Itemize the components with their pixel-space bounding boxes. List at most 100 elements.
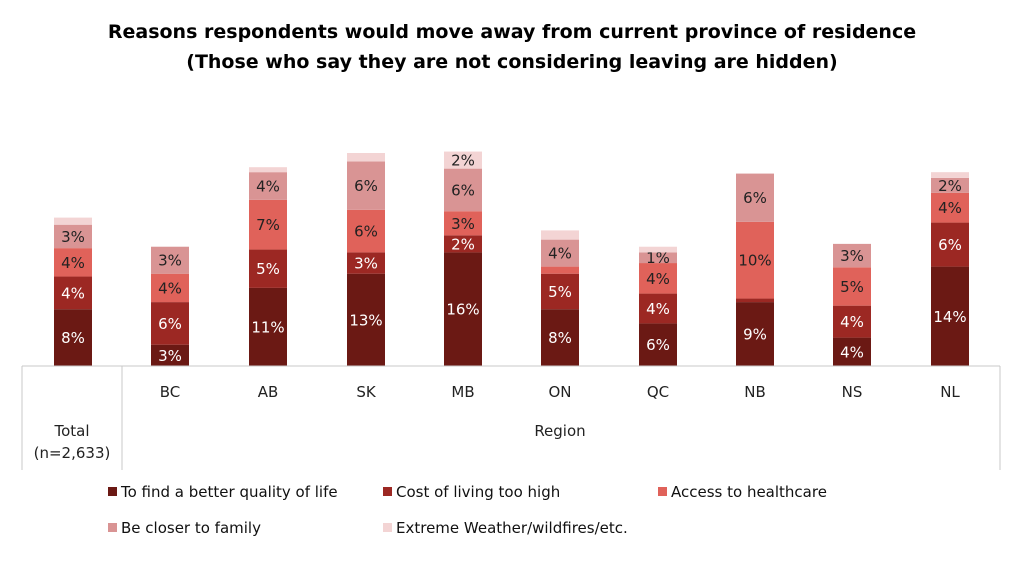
bar-stack-nl: 14% 6% 4% 2% xyxy=(931,172,969,366)
bar-segment xyxy=(541,266,579,274)
bar-segment xyxy=(347,209,385,253)
bar-segment xyxy=(249,167,287,173)
bar-segment xyxy=(639,323,677,366)
bar-stack-qc: 6% 4% 4% 1% xyxy=(639,246,677,366)
data-label: 3% xyxy=(61,228,85,246)
legend-label: Be closer to family xyxy=(121,519,261,537)
legend-label: Access to healthcare xyxy=(671,483,827,501)
data-label: 14% xyxy=(933,308,966,326)
tick-label: SK xyxy=(356,383,377,401)
bar-segment xyxy=(54,248,92,277)
bar-segment xyxy=(54,309,92,366)
bar-segment xyxy=(541,230,579,240)
bar-segment xyxy=(931,172,969,178)
legend-item: To find a better quality of life xyxy=(108,483,338,501)
data-label: 13% xyxy=(349,311,382,329)
data-label: 4% xyxy=(61,284,85,302)
legend-item: Extreme Weather/wildfires/etc. xyxy=(383,519,628,537)
bars: 8% 4% 4% 3% 3% 6% 4% 3% 11% 5% 7% 4% 13% 3% 6% 6% 16% 2% 3… xyxy=(54,151,969,366)
bar-segment xyxy=(151,302,189,345)
legend-swatch xyxy=(658,487,667,496)
data-label: 9% xyxy=(743,326,767,344)
data-label: 4% xyxy=(548,245,572,263)
bar-stack-nb: 9% 10% 6% xyxy=(736,173,774,366)
data-label: 6% xyxy=(938,236,962,254)
data-label: 3% xyxy=(354,255,378,273)
legend-swatch xyxy=(383,487,392,496)
bar-stack-bc: 3% 6% 4% 3% xyxy=(151,246,189,366)
legend-swatch xyxy=(383,523,392,532)
total-label: Total xyxy=(53,422,89,440)
bar-segment xyxy=(736,173,774,222)
bar-stack-mb: 16% 2% 3% 6% 2% xyxy=(444,151,482,366)
bar-segment xyxy=(249,172,287,200)
chart-title: Reasons respondents would move away from… xyxy=(108,21,916,43)
data-label: 4% xyxy=(256,178,280,196)
data-label: 10% xyxy=(738,252,771,270)
data-label: 2% xyxy=(451,152,475,170)
data-label: 6% xyxy=(646,336,670,354)
data-label: 7% xyxy=(256,216,280,234)
bar-segment xyxy=(833,305,871,338)
data-label: 6% xyxy=(743,189,767,207)
bar-segment xyxy=(54,217,92,225)
bar-segment xyxy=(541,273,579,310)
data-label: 2% xyxy=(451,235,475,253)
data-label: 5% xyxy=(548,283,572,301)
data-label: 16% xyxy=(446,301,479,319)
tick-label: NB xyxy=(744,383,766,401)
data-label: 6% xyxy=(158,315,182,333)
legend-swatch xyxy=(108,523,117,532)
bar-segment xyxy=(151,246,189,274)
data-label: 6% xyxy=(354,223,378,241)
bar-segment xyxy=(444,252,482,366)
bar-segment xyxy=(347,153,385,162)
data-label: 6% xyxy=(354,177,378,195)
bar-segment xyxy=(444,211,482,236)
tick-label: BC xyxy=(160,383,181,401)
legend-item: Be closer to family xyxy=(108,519,261,537)
bar-segment xyxy=(541,309,579,366)
legend-label: Cost of living too high xyxy=(396,483,560,501)
bar-segment xyxy=(444,168,482,212)
bar-segment xyxy=(833,337,871,366)
total-n-label: (n=2,633) xyxy=(34,444,111,462)
category-axis: Total (n=2,633) Region BC AB SK MB ON QC NB NS N… xyxy=(21,365,1001,470)
bar-segment xyxy=(249,287,287,366)
legend-label: Extreme Weather/wildfires/etc. xyxy=(396,519,628,537)
bar-stack-on: 8% 5% 4% xyxy=(541,230,579,366)
tick-label: NL xyxy=(940,383,960,401)
bar-segment xyxy=(444,151,482,169)
bar-segment xyxy=(833,267,871,306)
tick-label: AB xyxy=(258,383,279,401)
bar-segment xyxy=(151,273,189,303)
data-label: 1% xyxy=(646,249,670,267)
data-label: 4% xyxy=(158,279,182,297)
bar-stack-sk: 13% 3% 6% 6% xyxy=(347,153,385,366)
bar-segment xyxy=(736,298,774,303)
data-label: 4% xyxy=(646,300,670,318)
data-label: 4% xyxy=(938,199,962,217)
bar-segment xyxy=(931,222,969,267)
bar-segment xyxy=(444,235,482,253)
data-label: 6% xyxy=(451,181,475,199)
bar-segment xyxy=(347,161,385,210)
data-label: 4% xyxy=(61,254,85,272)
legend: To find a better quality of life Cost of … xyxy=(108,483,827,537)
bar-segment xyxy=(931,177,969,193)
group-label-region: Region xyxy=(534,422,585,440)
bar-stack-ns: 4% 4% 5% 3% xyxy=(833,243,871,366)
data-label: 4% xyxy=(840,313,864,331)
tick-label: MB xyxy=(451,383,474,401)
data-label: 2% xyxy=(938,177,962,195)
tick-label: ON xyxy=(548,383,571,401)
data-label: 11% xyxy=(251,318,284,336)
tick-label: NS xyxy=(842,383,863,401)
bar-segment xyxy=(249,249,287,288)
bar-segment xyxy=(639,252,677,264)
data-label: 5% xyxy=(256,260,280,278)
bar-segment xyxy=(931,192,969,223)
data-label: 5% xyxy=(840,278,864,296)
tick-label: QC xyxy=(647,383,669,401)
data-label: 3% xyxy=(451,215,475,233)
